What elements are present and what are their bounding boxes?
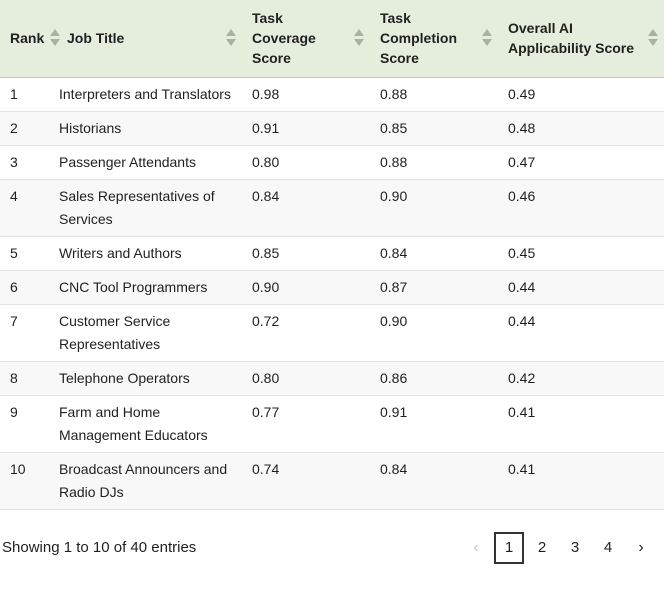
table-header-row: Rank Job Title Task Coverage Score Task …: [0, 0, 664, 78]
overall-score-cell: 0.47: [498, 145, 664, 180]
ai-applicability-table: Rank Job Title Task Coverage Score Task …: [0, 0, 664, 567]
table-footer: Showing 1 to 10 of 40 entries ‹ 1 2 3 4 …: [0, 529, 664, 567]
rank-cell: 1: [0, 77, 49, 112]
rank-cell: 6: [0, 270, 49, 305]
column-header-overall-ai[interactable]: Overall AI Applicability Score: [498, 0, 664, 78]
task-completion-cell: 0.88: [370, 77, 498, 112]
pagination-page-3-button[interactable]: 3: [570, 539, 580, 556]
rank-cell: 2: [0, 111, 49, 146]
table-row: 4 Sales Representatives of Services 0.84…: [0, 179, 664, 237]
task-completion-cell: 0.87: [370, 270, 498, 305]
pagination-page-1-button[interactable]: 1: [494, 531, 524, 564]
task-completion-cell: 0.88: [370, 145, 498, 180]
table-row: 9 Farm and Home Management Educators 0.7…: [0, 395, 664, 453]
table-row: 7 Customer Service Representatives 0.72 …: [0, 304, 664, 362]
job-title-cell: Passenger Attendants: [49, 145, 242, 180]
sort-icon[interactable]: [226, 29, 236, 47]
overall-score-cell: 0.44: [498, 270, 664, 305]
job-title-cell: Telephone Operators: [49, 361, 242, 396]
column-header-label: Task Coverage Score: [252, 10, 316, 67]
overall-score-cell: 0.49: [498, 77, 664, 112]
task-coverage-cell: 0.74: [242, 452, 370, 510]
table-row: 2 Historians 0.91 0.85 0.48: [0, 111, 664, 146]
sort-icon[interactable]: [354, 29, 364, 47]
table-row: 3 Passenger Attendants 0.80 0.88 0.47: [0, 145, 664, 180]
pagination-next-button[interactable]: ›: [638, 538, 644, 556]
task-completion-cell: 0.84: [370, 452, 498, 510]
column-header-label: Task Completion Score: [380, 10, 457, 67]
overall-score-cell: 0.48: [498, 111, 664, 146]
overall-score-cell: 0.41: [498, 452, 664, 510]
column-header-job-title[interactable]: Job Title: [49, 0, 242, 78]
overall-score-cell: 0.41: [498, 395, 664, 453]
column-header-label: Overall AI Applicability Score: [508, 20, 635, 57]
task-completion-cell: 0.86: [370, 361, 498, 396]
pagination-page-2-button[interactable]: 2: [537, 539, 547, 556]
task-completion-cell: 0.84: [370, 236, 498, 271]
column-header-task-coverage[interactable]: Task Coverage Score: [242, 0, 370, 78]
task-coverage-cell: 0.90: [242, 270, 370, 305]
task-coverage-cell: 0.85: [242, 236, 370, 271]
task-completion-cell: 0.85: [370, 111, 498, 146]
data-table: Rank Job Title Task Coverage Score Task …: [0, 0, 664, 510]
rank-cell: 10: [0, 452, 49, 510]
task-coverage-cell: 0.98: [242, 77, 370, 112]
task-coverage-cell: 0.84: [242, 179, 370, 237]
sort-icon[interactable]: [50, 29, 60, 47]
job-title-cell: Broadcast Announcers and Radio DJs: [49, 452, 242, 510]
column-header-rank[interactable]: Rank: [0, 0, 49, 78]
table-row: 1 Interpreters and Translators 0.98 0.88…: [0, 77, 664, 112]
task-coverage-cell: 0.80: [242, 145, 370, 180]
pagination-prev-button[interactable]: ‹: [473, 538, 479, 556]
task-coverage-cell: 0.91: [242, 111, 370, 146]
job-title-cell: Interpreters and Translators: [49, 77, 242, 112]
overall-score-cell: 0.45: [498, 236, 664, 271]
task-completion-cell: 0.90: [370, 179, 498, 237]
table-row: 6 CNC Tool Programmers 0.90 0.87 0.44: [0, 270, 664, 305]
rank-cell: 8: [0, 361, 49, 396]
rank-cell: 7: [0, 304, 49, 362]
rank-cell: 4: [0, 179, 49, 237]
overall-score-cell: 0.44: [498, 304, 664, 362]
job-title-cell: Writers and Authors: [49, 236, 242, 271]
job-title-cell: Historians: [49, 111, 242, 146]
job-title-cell: Sales Representatives of Services: [49, 179, 242, 237]
overall-score-cell: 0.42: [498, 361, 664, 396]
rank-cell: 3: [0, 145, 49, 180]
task-completion-cell: 0.90: [370, 304, 498, 362]
overall-score-cell: 0.46: [498, 179, 664, 237]
table-row: 10 Broadcast Announcers and Radio DJs 0.…: [0, 452, 664, 510]
column-header-label: Rank: [10, 30, 45, 47]
job-title-cell: CNC Tool Programmers: [49, 270, 242, 305]
task-coverage-cell: 0.72: [242, 304, 370, 362]
table-row: 8 Telephone Operators 0.80 0.86 0.42: [0, 361, 664, 396]
column-header-label: Job Title: [67, 30, 125, 47]
job-title-cell: Farm and Home Management Educators: [49, 395, 242, 453]
sort-icon[interactable]: [482, 29, 492, 47]
entries-summary: Showing 1 to 10 of 40 entries: [2, 539, 197, 556]
rank-cell: 5: [0, 236, 49, 271]
table-row: 5 Writers and Authors 0.85 0.84 0.45: [0, 236, 664, 271]
pagination-page-4-button[interactable]: 4: [603, 539, 613, 556]
pagination: ‹ 1 2 3 4 ›: [458, 531, 656, 564]
task-coverage-cell: 0.80: [242, 361, 370, 396]
task-coverage-cell: 0.77: [242, 395, 370, 453]
job-title-cell: Customer Service Representatives: [49, 304, 242, 362]
rank-cell: 9: [0, 395, 49, 453]
task-completion-cell: 0.91: [370, 395, 498, 453]
column-header-task-completion[interactable]: Task Completion Score: [370, 0, 498, 78]
sort-icon[interactable]: [648, 29, 658, 47]
